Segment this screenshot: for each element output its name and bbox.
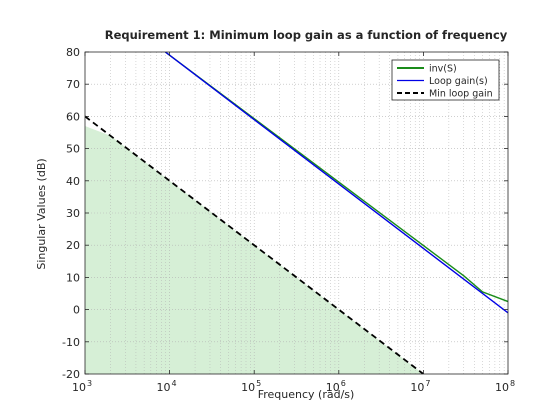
y-tick-label: 70: [66, 78, 80, 91]
x-tick-exponent: 7: [425, 379, 430, 388]
series-line-0: [164, 52, 508, 303]
y-axis-label: Singular Values (dB): [35, 158, 48, 269]
y-tick-label: -10: [62, 336, 80, 349]
x-tick-label: 107: [410, 379, 430, 394]
y-tick-label: 50: [66, 143, 80, 156]
x-tick-label: 103: [72, 379, 92, 394]
series-layer: [85, 52, 508, 374]
y-tick-layer: -20 -10 0 10 20 30 40 50 60 70 80: [62, 46, 508, 381]
chart-title: Requirement 1: Minimum loop gain as a fu…: [105, 28, 508, 42]
legend-label-2: Min loop gain: [429, 89, 493, 100]
series-line-2: [85, 115, 424, 374]
shaded-region-layer: [85, 126, 508, 374]
y-tick-label: 0: [73, 304, 80, 317]
legend: inv(S)Loop gain(s) Min loop gain: [391, 59, 500, 101]
y-tick-label: 80: [66, 46, 80, 59]
x-tick-exponent: 5: [256, 379, 261, 388]
y-tick-label: 30: [66, 207, 80, 220]
x-tick-label: 104: [157, 379, 177, 394]
y-tick-label: 10: [66, 271, 80, 284]
x-axis-label: Frequency (rad/s): [258, 388, 355, 401]
x-tick-exponent: 4: [172, 379, 177, 388]
legend-label-1: Loop gain(s): [429, 76, 488, 87]
y-tick-label: 20: [66, 239, 80, 252]
series-line-1: [164, 52, 508, 314]
y-tick-label: 40: [66, 175, 80, 188]
x-tick-layer: 103 104 105 106 107 108: [72, 52, 515, 394]
x-tick-exponent: 6: [341, 379, 346, 388]
y-tick-label: -20: [62, 368, 80, 381]
shaded-region: [85, 126, 508, 374]
x-tick-label: 108: [495, 379, 515, 394]
x-tick-exponent: 3: [87, 379, 92, 388]
x-tick-exponent: 8: [510, 379, 515, 388]
legend-label-0: inv(S): [429, 64, 457, 75]
y-tick-label: 60: [66, 110, 80, 123]
